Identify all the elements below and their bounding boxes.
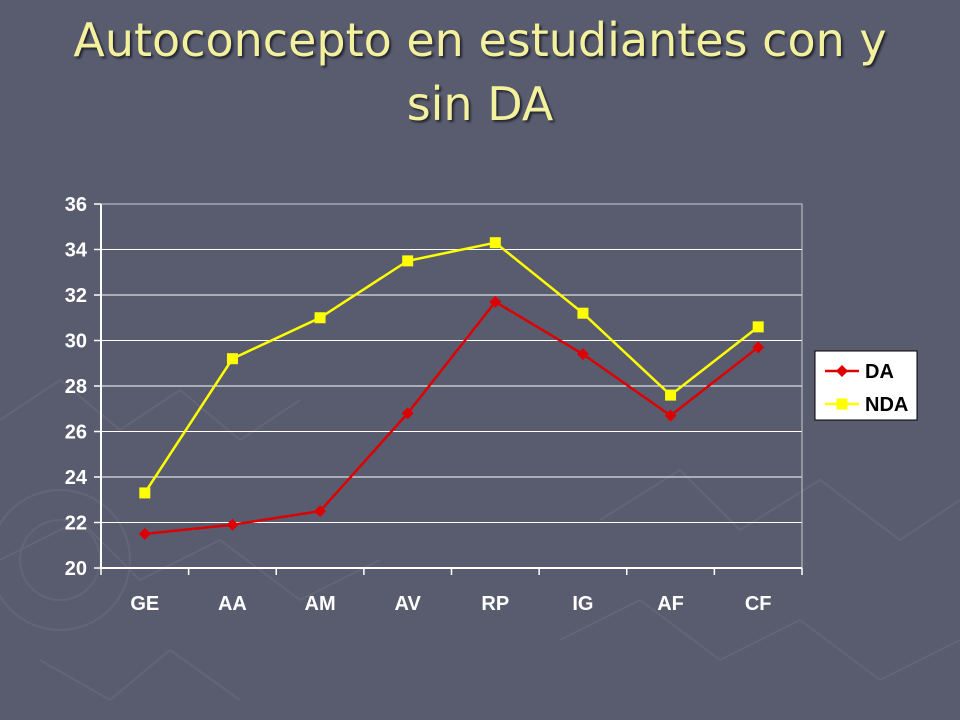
data-point-nda xyxy=(139,487,151,499)
legend: DA NDA xyxy=(814,350,918,421)
data-point-nda xyxy=(489,237,501,249)
data-point-da xyxy=(226,518,239,531)
data-point-nda xyxy=(314,312,326,324)
x-tick-label: AF xyxy=(657,593,684,615)
data-point-nda xyxy=(752,321,764,333)
slide-title: Autoconcepto en estudiantes con y sin DA xyxy=(0,8,960,136)
legend-label-nda: NDA xyxy=(865,394,908,416)
data-point-da xyxy=(314,505,327,518)
x-tick-label: IG xyxy=(572,593,593,615)
y-tick-label: 28 xyxy=(65,376,87,398)
x-tick-label: GE xyxy=(130,593,159,615)
data-point-da xyxy=(401,407,414,420)
axes: 20 22 24 26 28 30 32 34 36 GE AA AM AV RP IG AF CF xyxy=(65,194,803,615)
data-point-da xyxy=(576,348,589,361)
data-point-da xyxy=(138,527,151,540)
series-line-nda xyxy=(143,241,759,494)
data-point-nda xyxy=(226,353,238,365)
y-tick-label: 36 xyxy=(65,194,87,216)
legend-marker-nda xyxy=(836,398,848,410)
x-tick-label: CF xyxy=(745,593,772,615)
slide-title-line-1: Autoconcepto en estudiantes con y xyxy=(73,13,887,67)
y-tick-label: 34 xyxy=(65,240,88,262)
x-tick-label: AA xyxy=(218,593,247,615)
data-point-nda xyxy=(402,255,414,267)
y-tick-label: 26 xyxy=(65,422,87,444)
series-line-da xyxy=(144,300,759,536)
data-point-nda xyxy=(577,307,589,319)
slide-title-line-2: sin DA xyxy=(406,77,554,131)
data-point-nda xyxy=(665,389,677,401)
y-tick-label: 32 xyxy=(65,285,87,307)
legend-box xyxy=(814,350,918,421)
legend-marker-da xyxy=(836,365,848,377)
series-da xyxy=(138,295,765,540)
data-point-da xyxy=(752,341,765,354)
legend-label-da: DA xyxy=(865,361,894,383)
x-tick-label: AM xyxy=(305,593,336,615)
x-tick-label: RP xyxy=(481,593,509,615)
data-point-da xyxy=(664,409,677,422)
series-nda xyxy=(139,237,764,499)
y-tick-label: 30 xyxy=(65,331,87,353)
x-tick-label: AV xyxy=(395,593,422,615)
y-tick-label: 24 xyxy=(65,467,88,489)
y-tick-label: 22 xyxy=(65,513,87,535)
data-point-da xyxy=(489,295,502,308)
series-layer xyxy=(138,237,765,540)
y-tick-label: 20 xyxy=(65,558,87,580)
